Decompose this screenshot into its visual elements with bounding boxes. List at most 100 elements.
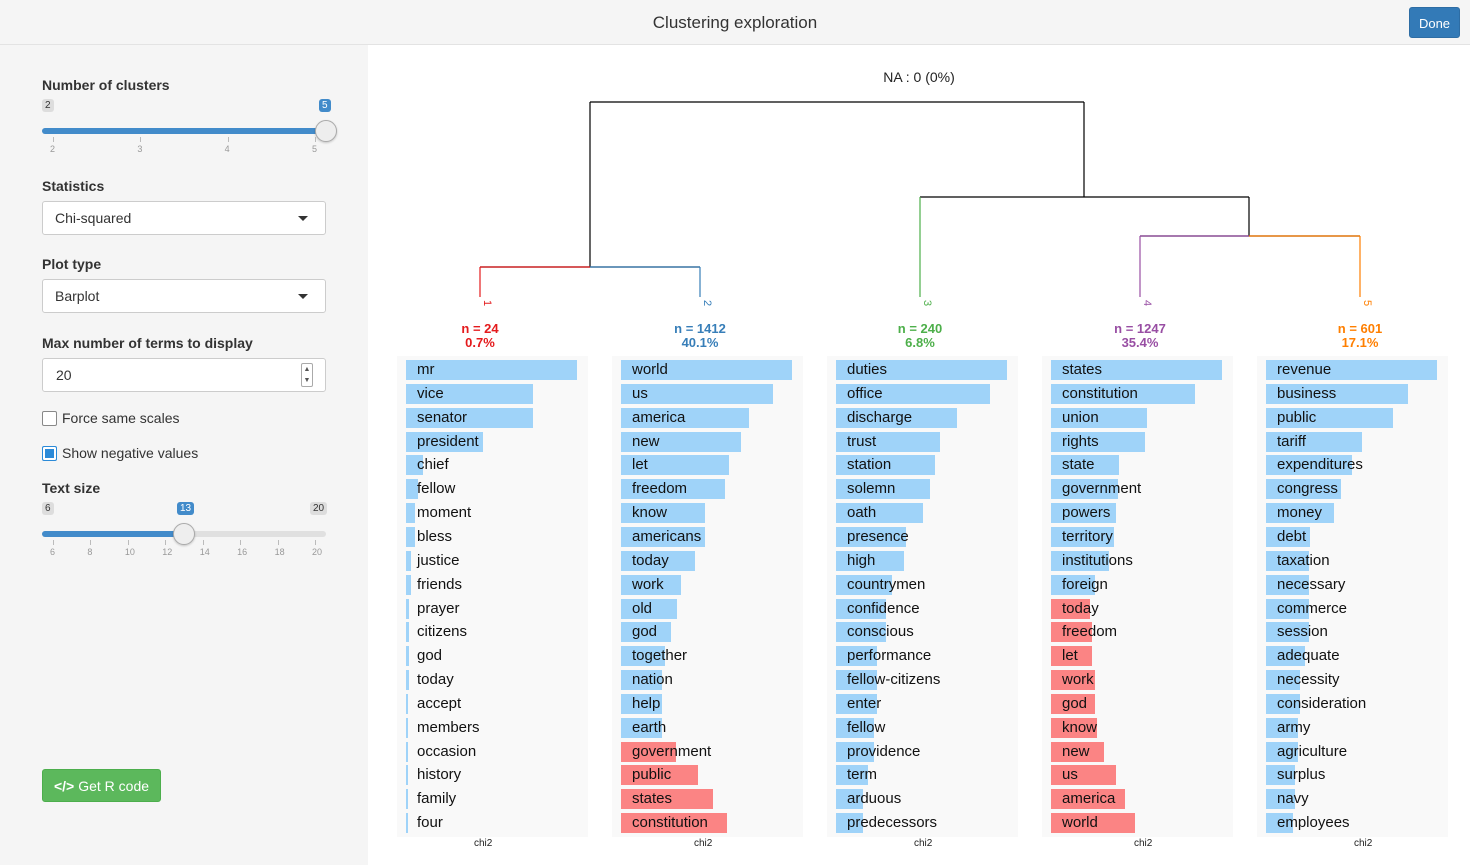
term-label: discharge (847, 408, 913, 426)
term-label: state (1062, 456, 1095, 474)
spinner-icon[interactable]: ▲ ▼ (301, 363, 313, 387)
term-label: prayer (417, 599, 460, 617)
text-size-slider-tickmark (315, 540, 316, 545)
term-bar (1266, 455, 1352, 476)
term-bar (1051, 360, 1222, 380)
cluster-n-label: n = 1412 (674, 321, 726, 336)
statistics-select[interactable]: Chi-squared (42, 201, 326, 235)
term-bar (1266, 479, 1342, 500)
term-bar (621, 670, 663, 691)
term-bar (621, 598, 678, 619)
term-bar (1266, 646, 1306, 667)
term-label: performance (847, 647, 932, 665)
term-label: nation (632, 671, 673, 689)
term-label: confidence (847, 599, 920, 617)
cluster-pct-label: 40.1% (681, 335, 719, 350)
text-size-slider-tick-label: 18 (274, 547, 285, 557)
term-bar (1051, 622, 1093, 643)
text-size-slider-tickmark (240, 540, 242, 545)
force-same-scales-label: Force same scales (62, 410, 180, 426)
get-r-code-button[interactable]: </> Get R code (42, 769, 161, 802)
term-label: new (1062, 742, 1090, 760)
term-bar (621, 693, 663, 714)
text-size-slider-tick-label: 20 (312, 547, 323, 557)
max-terms-input[interactable]: 20 ▲ ▼ (42, 358, 326, 392)
term-label: work (1062, 671, 1094, 689)
leaf-label-3: 3 (921, 300, 933, 306)
cluster-n-label: n = 1247 (1114, 321, 1166, 336)
term-bar (1266, 574, 1309, 595)
term-label: predecessors (847, 814, 938, 832)
term-bar (406, 717, 408, 738)
show-negative-checkbox[interactable] (42, 446, 57, 461)
term-bar (406, 550, 412, 571)
term-label: world (632, 361, 668, 378)
na-label: NA : 0 (0%) (883, 69, 955, 85)
term-label: justice (417, 551, 460, 569)
term-bar (621, 407, 750, 428)
leaf-label-1: 1 (481, 300, 493, 306)
term-label: us (632, 384, 648, 402)
term-label: america (632, 408, 686, 426)
text-size-slider-tickmark (53, 540, 54, 545)
term-label: states (632, 790, 673, 808)
term-label: know (1062, 718, 1098, 736)
get-r-code-label: Get R code (78, 778, 150, 794)
term-bar (621, 574, 681, 595)
term-bar (1051, 479, 1118, 500)
term-label: world (1062, 814, 1098, 832)
term-label: citizens (417, 623, 468, 641)
term-label: debt (1277, 527, 1307, 545)
clusters-slider-track[interactable] (42, 128, 326, 134)
max-terms-label: Max number of terms to display (42, 335, 253, 351)
clusters-slider-handle[interactable] (315, 120, 337, 142)
term-bar (1051, 813, 1135, 834)
term-bar (836, 526, 907, 547)
plot-type-select[interactable]: Barplot (42, 279, 326, 313)
term-label: today (632, 551, 669, 569)
term-bar (406, 360, 577, 380)
term-label: necessary (1277, 575, 1346, 593)
text-size-slider-tick-label: 12 (162, 547, 173, 557)
term-bar (1051, 717, 1098, 738)
term-label: union (1062, 408, 1099, 426)
term-label: today (1062, 599, 1099, 617)
term-label: fellow-citizens (847, 671, 941, 689)
clusters-slider-value-badge: 5 (319, 99, 331, 112)
text-size-slider-tick-label: 10 (124, 547, 135, 557)
leaf-label-4: 4 (1141, 300, 1153, 306)
clusters-label: Number of clusters (42, 77, 170, 93)
term-bar (406, 526, 415, 547)
term-label: family (417, 790, 457, 808)
dendrogram: 1 2 3 4 5 (479, 101, 1373, 306)
term-bar (621, 503, 705, 524)
clusters-slider-tick-label: 4 (224, 144, 230, 154)
term-bar (836, 813, 864, 834)
term-label: today (417, 671, 454, 689)
term-label: members (417, 718, 480, 736)
term-bar (836, 574, 893, 595)
term-bar (406, 503, 415, 524)
term-label: foreign (1062, 575, 1108, 593)
term-bar (1266, 550, 1309, 571)
text-size-slider-tickmark (165, 540, 167, 545)
force-same-scales-checkbox[interactable] (42, 411, 57, 426)
axis-label: chi2 (474, 838, 493, 849)
term-label: earth (632, 718, 667, 736)
term-bar (621, 717, 663, 738)
term-bar (1051, 646, 1093, 667)
term-label: states (1062, 361, 1103, 378)
done-button[interactable]: Done (1409, 7, 1460, 38)
text-size-slider-handle[interactable] (173, 523, 195, 545)
code-icon: </> (53, 778, 75, 794)
term-label: government (1062, 480, 1142, 498)
cluster-n-label: n = 240 (897, 321, 943, 336)
term-bar (836, 407, 958, 428)
term-label: us (1062, 766, 1078, 784)
clusters-slider-tickmark (140, 137, 142, 142)
cluster-pct-label: 0.7% (465, 335, 495, 350)
term-label: america (1062, 790, 1116, 808)
term-label: presence (847, 527, 909, 545)
sidebar: Number of clusters 2 5 2 3 4 5 Statistics Chi… (0, 45, 368, 865)
term-bar (621, 813, 728, 834)
